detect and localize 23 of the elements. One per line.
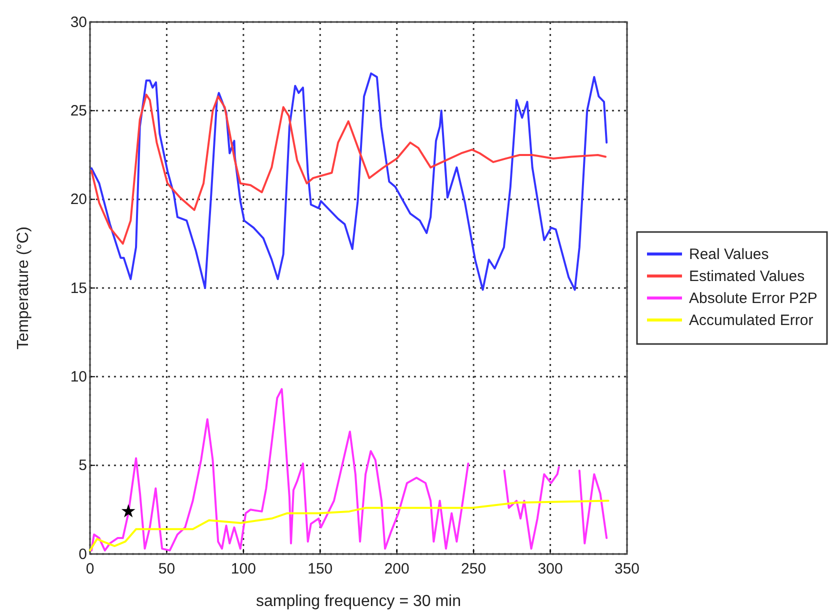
x-axis-title: sampling frequency = 30 min xyxy=(256,593,461,610)
x-tick-label: 100 xyxy=(230,560,256,578)
x-tick-label: 250 xyxy=(461,560,486,578)
x-tick-label: 200 xyxy=(384,560,410,578)
y-tick-label: 25 xyxy=(70,102,87,120)
legend-label: Real Values xyxy=(689,246,769,263)
y-tick-label: 5 xyxy=(78,457,87,474)
x-tick-label: 350 xyxy=(614,560,640,578)
x-tick-label: 150 xyxy=(308,560,333,578)
y-axis-title: Temperature (°C) xyxy=(15,226,32,350)
y-tick-label: 0 xyxy=(78,546,87,563)
line-series xyxy=(89,500,610,552)
y-tick-label: 20 xyxy=(70,191,87,208)
legend-label: Accumulated Error xyxy=(689,312,814,329)
x-tick-label: 50 xyxy=(158,560,176,578)
line-series xyxy=(90,72,608,291)
y-tick-label: 30 xyxy=(70,14,87,31)
y-tick-label: 15 xyxy=(70,280,87,297)
x-tick-label: 300 xyxy=(538,560,563,578)
legend-label: Absolute Error P2P xyxy=(689,290,818,307)
legend-label: Estimated Values xyxy=(689,268,805,285)
y-tick-label: 10 xyxy=(70,368,87,386)
line-series xyxy=(90,94,607,245)
